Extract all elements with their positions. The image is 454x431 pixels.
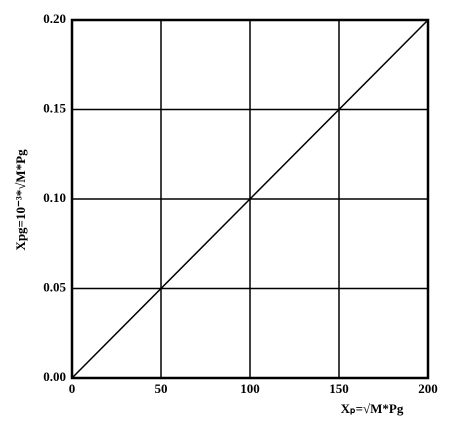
- x-tick-label: 100: [240, 381, 260, 396]
- data-line: [71, 19, 429, 379]
- x-tick-label: 50: [155, 381, 168, 396]
- x-tick-label: 0: [69, 381, 76, 396]
- y-axis-label: Xpg=10⁻³*√M*Pg: [13, 149, 28, 251]
- y-tick-label: 0.00: [43, 369, 66, 384]
- plot-frame: [70, 18, 430, 380]
- x-axis-label: Xₚ=√M*Pg: [341, 401, 404, 416]
- y-tick-label: 0.10: [43, 190, 66, 205]
- y-tick-label: 0.15: [43, 100, 66, 115]
- x-tick-label: 150: [329, 381, 349, 396]
- y-tick-label: 0.20: [43, 11, 66, 26]
- x-tick-label: 200: [418, 381, 438, 396]
- y-tick-label: 0.05: [43, 279, 66, 294]
